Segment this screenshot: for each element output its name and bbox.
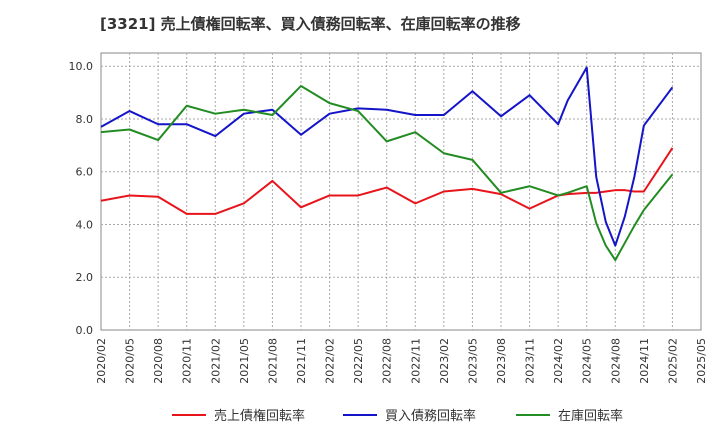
legend-label-1: 売上債権回転率 [214,408,305,424]
x-axis: 2020/02 2020/05 2020/08 2020/11 2021/02 2021/… [95,338,708,384]
legend-label-2: 買入債務回転率 [385,408,476,424]
x-tick-label: 2021/08 [266,338,279,384]
series-line-1 [100,147,674,215]
series-line-2 [100,66,674,247]
y-tick-label: 4.0 [76,218,94,231]
x-tick-label: 2020/08 [152,338,165,384]
x-tick-label: 2022/05 [352,338,365,384]
x-tick-label: 2023/02 [438,338,451,384]
x-tick-label: 2025/02 [666,338,679,384]
y-tick-label: 2.0 [76,271,94,284]
x-tick-label: 2021/05 [238,338,251,384]
x-tick-label: 2022/08 [381,338,394,384]
x-tick-label: 2024/05 [581,338,594,384]
x-tick-label: 2022/11 [409,338,422,384]
y-tick-label: 10.0 [69,60,94,73]
x-tick-label: 2023/11 [524,338,537,384]
y-tick-label: 0.0 [76,324,94,337]
x-tick-label: 2023/08 [495,338,508,384]
x-tick-label: 2020/05 [124,338,137,384]
y-axis: 0.0 2.0 4.0 6.0 8.0 10.0 [69,60,94,337]
grid-lines [101,53,701,330]
x-tick-label: 2022/02 [324,338,337,384]
x-tick-label: 2020/11 [181,338,194,384]
legend: 売上債権回転率 買入債務回転率 在庫回転率 [172,408,623,424]
x-tick-label: 2024/11 [638,338,651,384]
x-tick-label: 2024/02 [552,338,565,384]
y-tick-label: 6.0 [76,166,94,179]
x-tick-label: 2024/08 [609,338,622,384]
x-tick-label: 2020/02 [95,338,108,384]
chart-title: [3321] 売上債権回転率、買入債務回転率、在庫回転率の推移 [100,15,521,33]
series-lines [100,66,674,262]
y-tick-label: 8.0 [76,113,94,126]
x-tick-label: 2023/05 [466,338,479,384]
x-tick-label: 2021/11 [295,338,308,384]
x-tick-label: 2021/02 [209,338,222,384]
x-tick-label: 2025/05 [695,338,708,384]
legend-label-3: 在庫回転率 [558,408,623,424]
series-line-3 [100,84,674,262]
